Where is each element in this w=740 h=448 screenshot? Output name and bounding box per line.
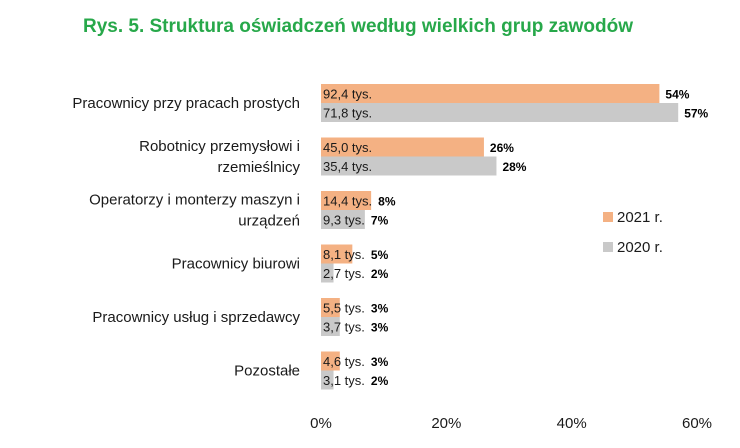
percent-label: 26%	[490, 141, 514, 155]
legend-swatch	[603, 242, 613, 252]
bars	[321, 84, 679, 390]
category-label: urządzeń	[238, 213, 300, 230]
legend-label: 2021 r.	[617, 209, 663, 226]
bar	[321, 370, 334, 390]
category-label: Pracownicy biurowi	[172, 256, 300, 273]
category-labels: Pracownicy przy pracach prostych Robotnic…	[72, 95, 300, 380]
bar-value-label: 92,4 tys.	[323, 87, 372, 102]
bar-value-label: 14,4 tys.	[323, 194, 372, 209]
bar-labels: 92,4 tys. 54% 71,8 tys. 57% 45,0 tys. 26% 35,4…	[323, 87, 709, 389]
bar	[321, 84, 660, 103]
percent-label: 7%	[371, 214, 389, 228]
category-label: rzemieślnicy	[217, 159, 300, 176]
bar-value-label: 45,0 tys.	[323, 140, 372, 155]
bar	[321, 137, 484, 157]
bar	[321, 263, 334, 283]
bar-value-label: 8,1 tys.	[323, 247, 365, 262]
bar	[321, 103, 679, 122]
percent-label: 8%	[378, 195, 396, 209]
bar-value-label: 2,7 tys.	[323, 266, 365, 281]
x-tick-label: 60%	[682, 415, 712, 432]
percent-label: 2%	[371, 267, 389, 281]
percent-label: 5%	[371, 248, 389, 262]
bar-value-label: 4,6 tys.	[323, 354, 365, 369]
legend-label: 2020 r.	[617, 239, 663, 256]
bar	[321, 317, 340, 336]
bar-value-label: 5,5 tys.	[323, 301, 365, 316]
percent-label: 57%	[684, 107, 708, 121]
x-tick-label: 20%	[431, 415, 461, 432]
percent-label: 3%	[371, 321, 389, 335]
bar	[321, 156, 497, 176]
legend-swatch	[603, 212, 613, 222]
percent-label: 2%	[371, 374, 389, 388]
bar	[321, 351, 340, 371]
percent-label: 54%	[665, 88, 689, 102]
chart-title: Rys. 5. Struktura oświadczeń według wiel…	[83, 16, 633, 37]
bar	[321, 298, 340, 317]
bar-value-label: 71,8 tys.	[323, 106, 372, 121]
percent-label: 28%	[502, 160, 526, 174]
bar-value-label: 9,3 tys.	[323, 213, 365, 228]
category-label: Pozostałe	[234, 363, 300, 380]
percent-label: 3%	[371, 355, 389, 369]
category-label: Robotnicy przemysłowi i	[139, 138, 300, 155]
bar	[321, 244, 353, 264]
x-tick-label: 40%	[557, 415, 587, 432]
bar-value-label: 3,7 tys.	[323, 320, 365, 335]
bar	[321, 210, 365, 229]
x-axis-ticks: 0% 20% 40% 60%	[310, 415, 712, 432]
bar	[321, 191, 372, 210]
x-tick-label: 0%	[310, 415, 332, 432]
category-label: Pracownicy przy pracach prostych	[72, 95, 300, 112]
bar-value-label: 35,4 tys.	[323, 159, 372, 174]
percent-label: 3%	[371, 302, 389, 316]
category-label: Pracownicy usług i sprzedawcy	[92, 309, 300, 326]
bar-value-label: 3,1 tys.	[323, 373, 365, 388]
category-label: Operatorzy i monterzy maszyn i	[89, 192, 300, 209]
legend: 2021 r. 2020 r.	[603, 209, 663, 256]
